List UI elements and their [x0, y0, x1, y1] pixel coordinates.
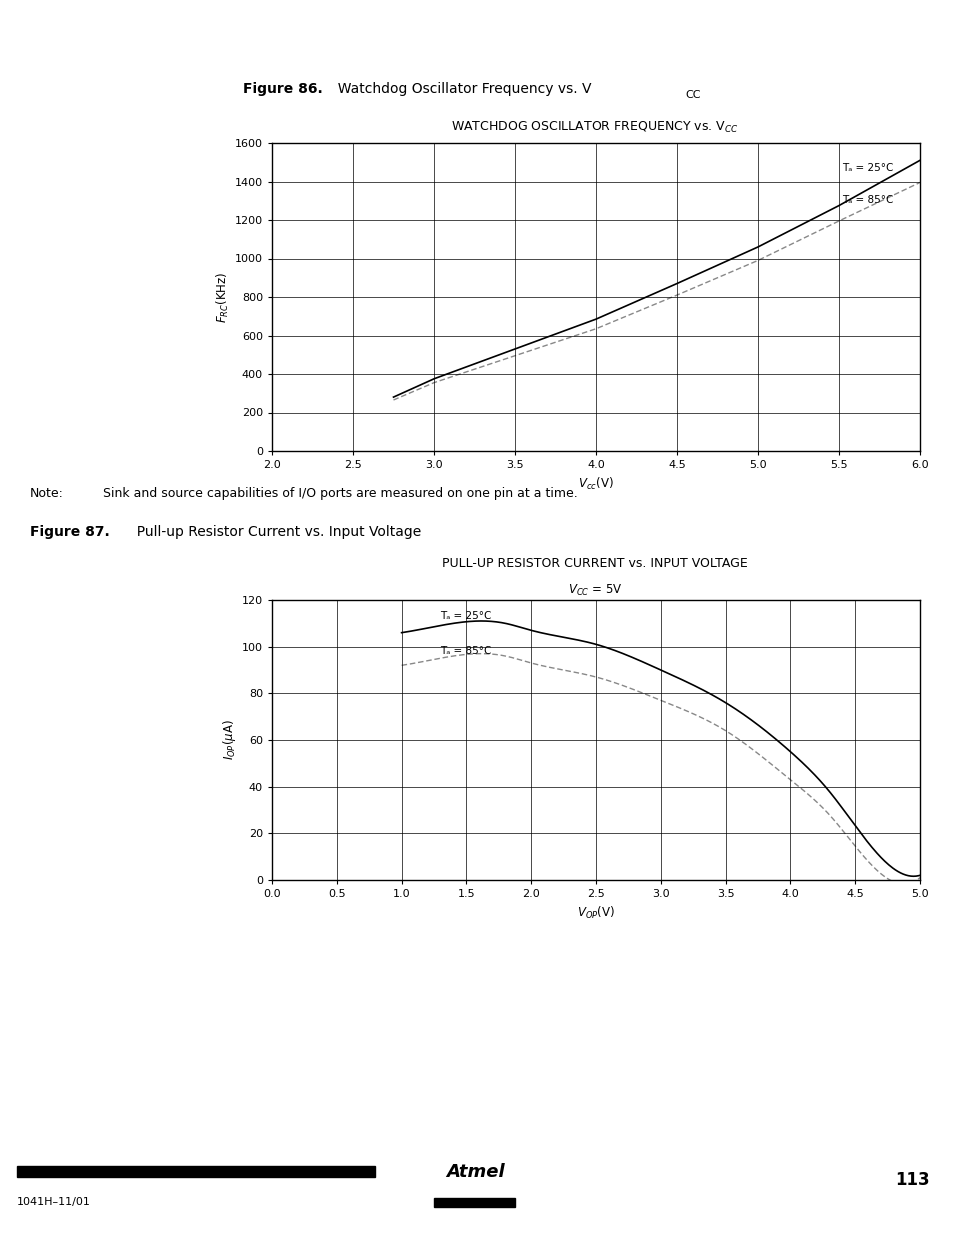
Bar: [434, 1198, 515, 1207]
Text: AT90S/LS8535: AT90S/LS8535: [719, 16, 941, 44]
Y-axis label: $I_{OP}$($\mu$A): $I_{OP}$($\mu$A): [220, 720, 237, 761]
Text: Tₐ = 85°C: Tₐ = 85°C: [841, 195, 893, 205]
Text: 113: 113: [895, 1171, 929, 1189]
Text: Figure 86.: Figure 86.: [243, 82, 323, 96]
X-axis label: $V_{OP}$(V): $V_{OP}$(V): [577, 904, 615, 920]
Text: Pull-up Resistor Current vs. Input Voltage: Pull-up Resistor Current vs. Input Volta…: [128, 525, 421, 538]
Text: Note:: Note:: [30, 488, 64, 500]
X-axis label: $V_{cc}$(V): $V_{cc}$(V): [578, 475, 613, 492]
Text: Tₐ = 85°C: Tₐ = 85°C: [440, 646, 492, 656]
Text: WATCHDOG OSCILLATOR FREQUENCY vs. V$_{CC}$: WATCHDOG OSCILLATOR FREQUENCY vs. V$_{CC…: [451, 120, 738, 135]
Text: 1041H–11/01: 1041H–11/01: [17, 1197, 91, 1207]
Text: Figure 87.: Figure 87.: [30, 525, 110, 538]
Text: PULL-UP RESISTOR CURRENT vs. INPUT VOLTAGE: PULL-UP RESISTOR CURRENT vs. INPUT VOLTA…: [441, 557, 747, 571]
Text: $V_{CC}$ = 5V: $V_{CC}$ = 5V: [567, 583, 621, 598]
Text: Sink and source capabilities of I/O ports are measured on one pin at a time.: Sink and source capabilities of I/O port…: [87, 488, 577, 500]
Text: Watchdog Oscillator Frequency vs. V: Watchdog Oscillator Frequency vs. V: [329, 82, 591, 96]
Text: Tₐ = 25°C: Tₐ = 25°C: [440, 610, 492, 621]
Text: CC: CC: [684, 90, 700, 100]
Text: Atmel: Atmel: [445, 1163, 504, 1182]
Text: Tₐ = 25°C: Tₐ = 25°C: [841, 163, 893, 173]
Bar: [17, 1166, 375, 1177]
Y-axis label: $F_{RC}$(KHz): $F_{RC}$(KHz): [214, 272, 231, 322]
